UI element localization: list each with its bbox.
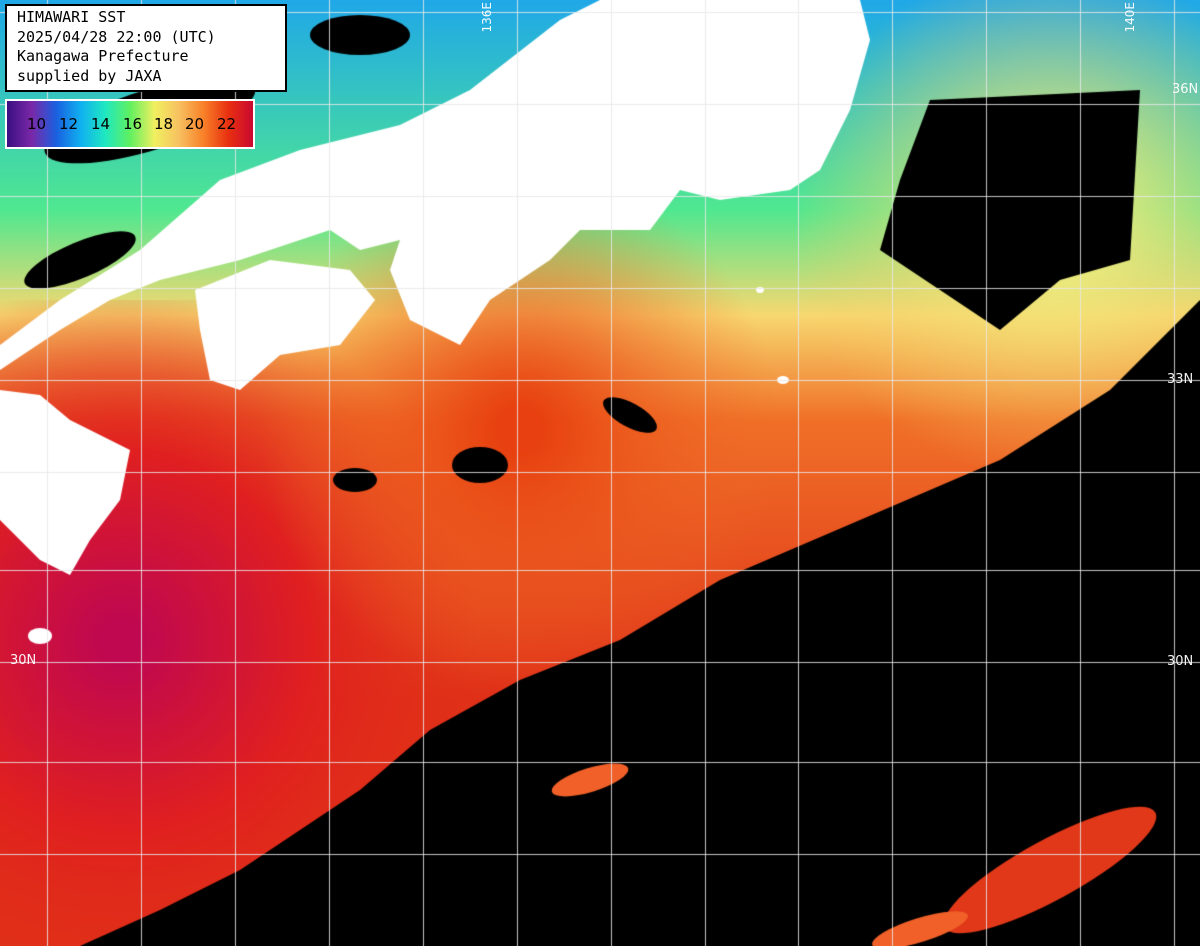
legend-label-18: 18 [154,115,174,133]
legend-labels: 10 12 14 16 18 20 22 [7,101,253,147]
legend-label-10: 10 [27,115,47,133]
grid-label-140e: 140E [1123,2,1137,33]
map-organization: Kanagawa Prefecture [17,47,189,65]
grid-label-30n-right: 30N [1167,654,1194,669]
legend-label-16: 16 [123,115,143,133]
legend-label-14: 14 [91,115,111,133]
map-title: HIMAWARI SST [17,8,126,26]
grid-label-30n-left: 30N [10,653,37,668]
grid-label-136e: 136E [480,2,494,33]
color-legend: 10 12 14 16 18 20 22 [5,99,255,149]
legend-label-22: 22 [217,115,237,133]
map-credit: supplied by JAXA [17,66,162,85]
grid-label-36n: 36N [1172,82,1199,97]
map-datetime: 2025/04/28 22:00 (UTC) [17,27,216,46]
info-box: HIMAWARI SST 2025/04/28 22:00 (UTC) Kana… [5,4,287,92]
legend-label-20: 20 [185,115,205,133]
legend-label-12: 12 [59,115,79,133]
grid-label-33n: 33N [1167,372,1194,387]
